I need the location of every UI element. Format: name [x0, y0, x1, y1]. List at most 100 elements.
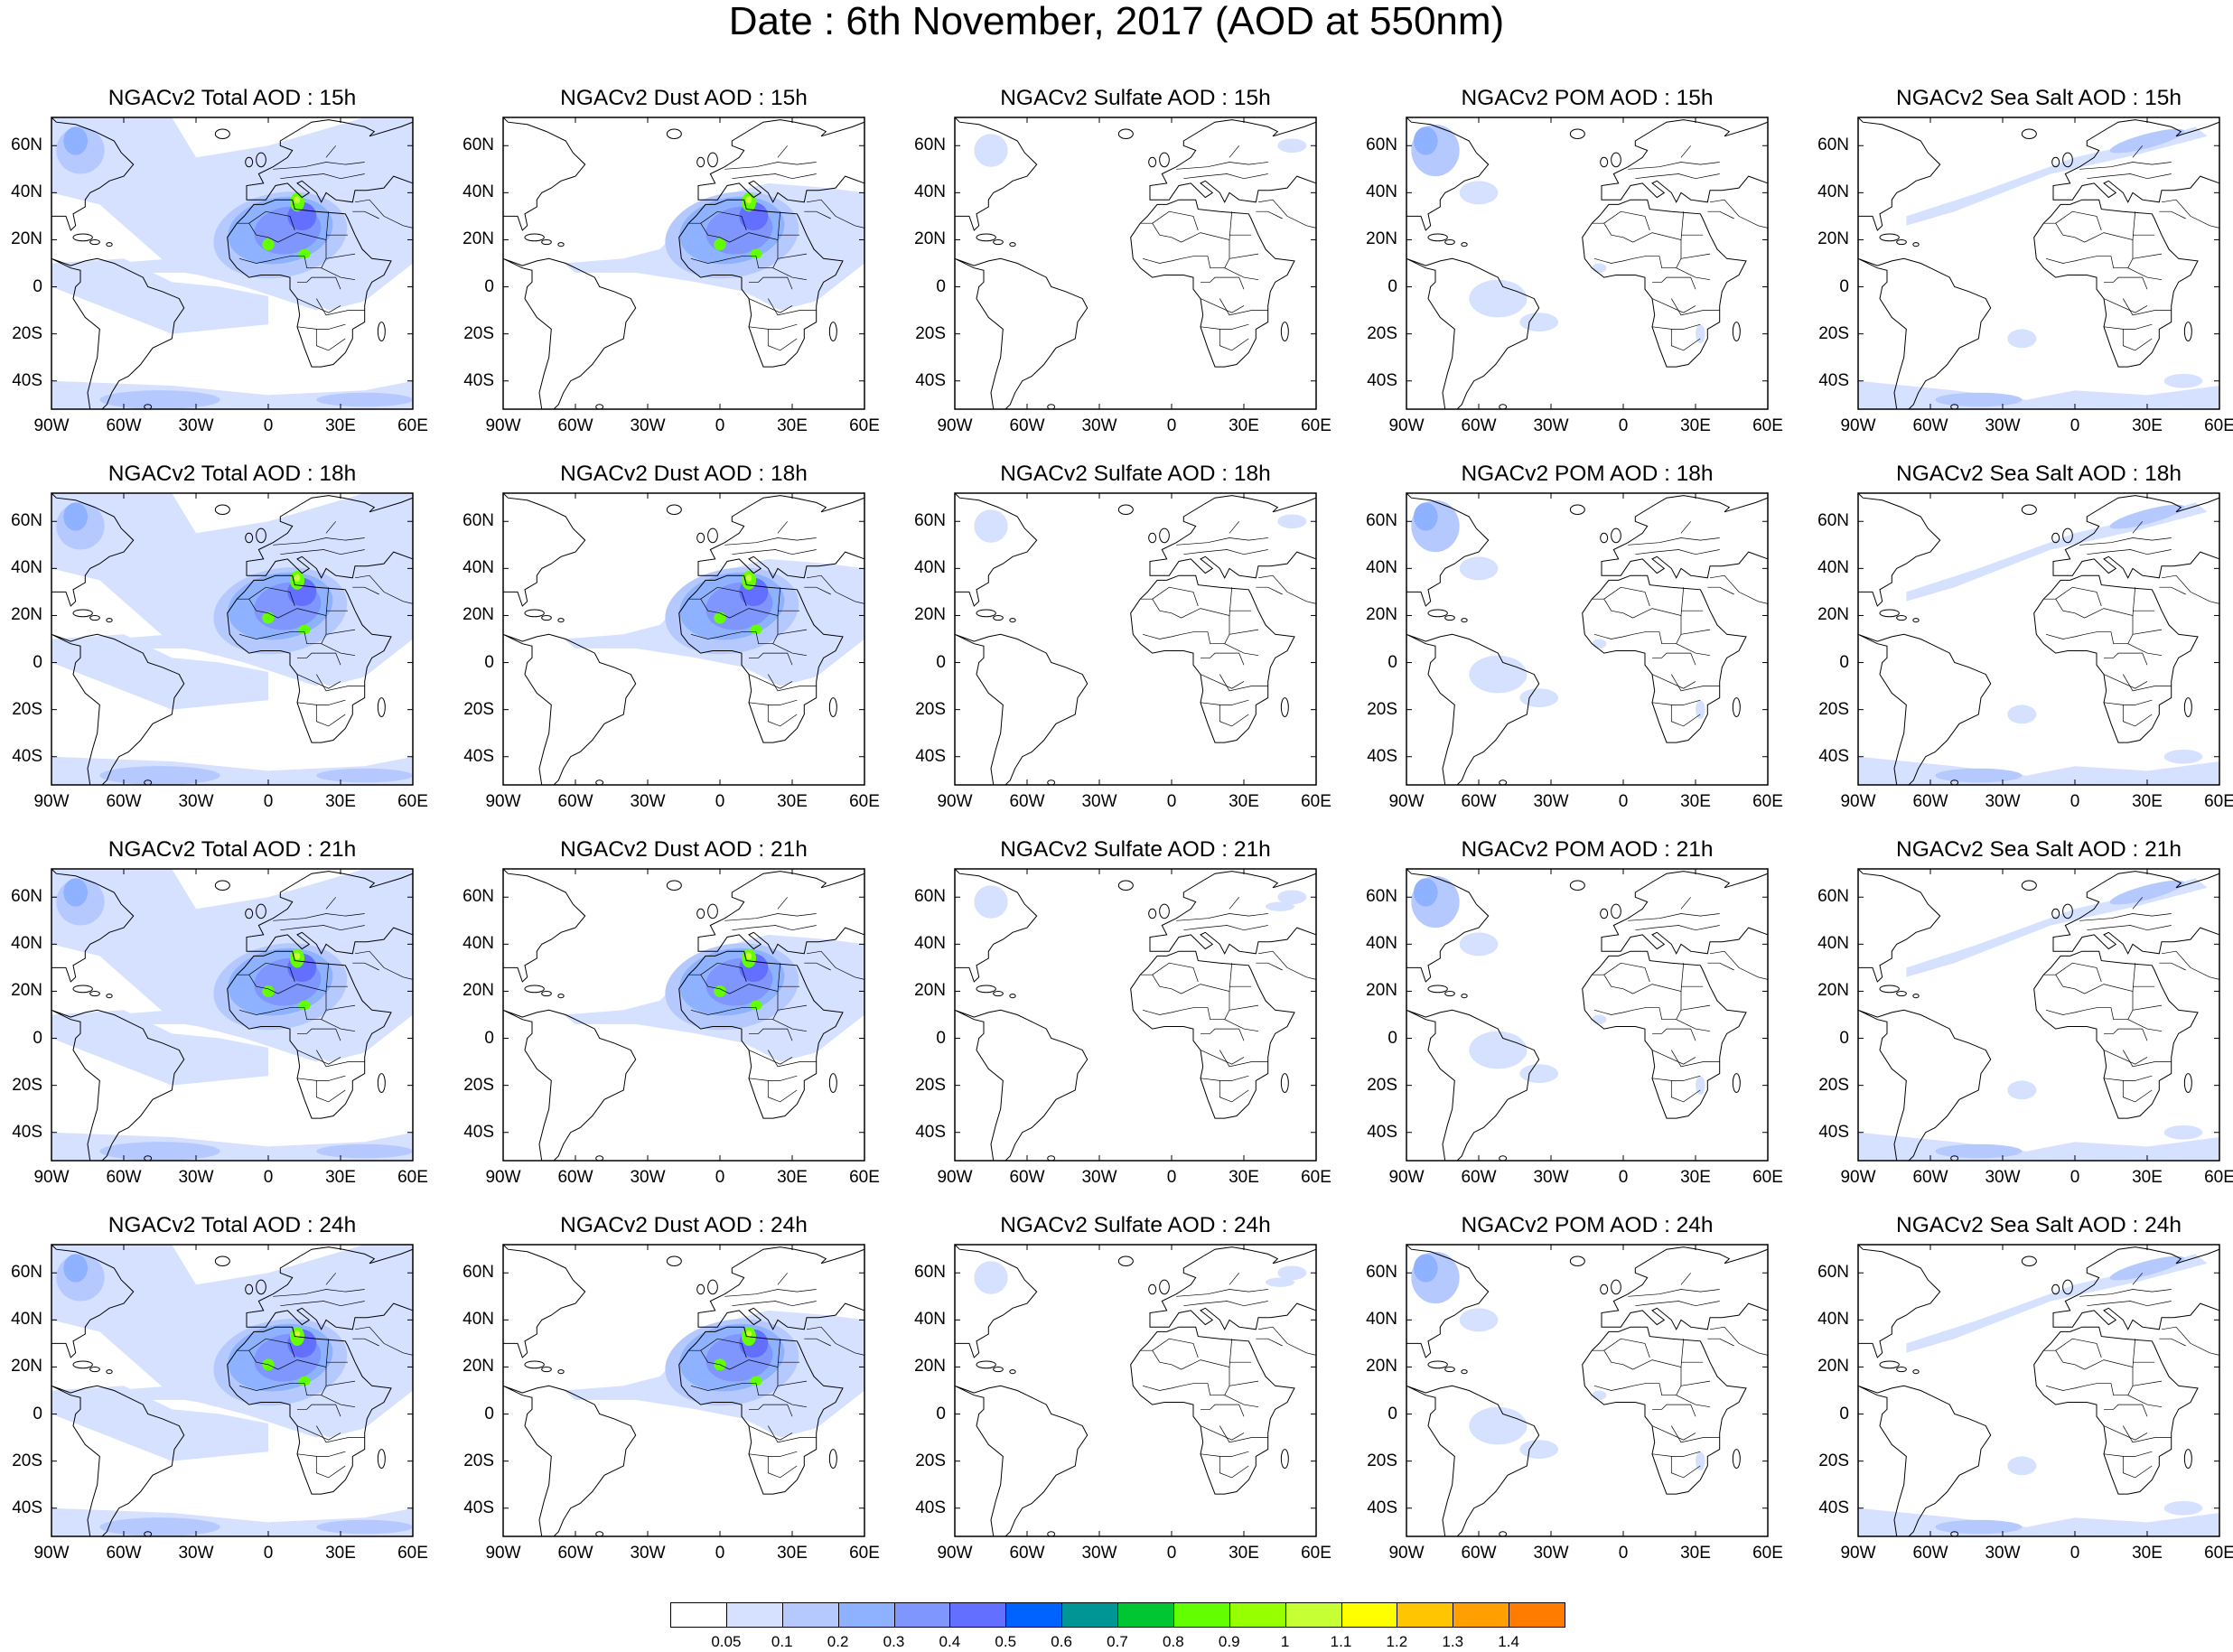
lon-tick-label: 60W: [557, 416, 593, 435]
lon-tick-label: 30E: [325, 416, 356, 435]
legend-swatch: [1285, 1602, 1342, 1628]
lat-tick-label: 40N: [914, 934, 946, 954]
lon-tick-label: 30E: [1680, 1544, 1711, 1563]
lat-tick-label: 0: [484, 276, 494, 296]
lat-tick-label: 40N: [1817, 558, 1849, 578]
lon-tick-label: 60E: [849, 1544, 880, 1563]
coastlines: [51, 493, 413, 785]
lat-tick-label: 0: [1839, 652, 1849, 672]
panel-title: NGACv2 POM AOD : 15h: [1461, 86, 1714, 110]
panel-title: NGACv2 Dust AOD : 18h: [560, 462, 808, 486]
map-frame: [51, 117, 414, 410]
lon-tick-label: 30W: [1533, 1168, 1569, 1187]
legend-swatch: [1453, 1602, 1510, 1628]
aod-field: [563, 558, 864, 686]
panel-title: NGACv2 Dust AOD : 24h: [560, 1213, 808, 1237]
map-panel: NGACv2 Sulfate AOD : 18h 90W 60W 30W 0 30E 60E…: [914, 461, 1406, 836]
panel-title: NGACv2 Sea Salt AOD : 21h: [1896, 837, 2182, 862]
map-frame: [502, 1244, 865, 1537]
lat-tick-label: 60N: [914, 135, 946, 155]
map-panel: NGACv2 Total AOD : 24h 90W 60W 30W 0 30E 60E 60…: [11, 1212, 503, 1588]
map-frame: [954, 117, 1317, 410]
aod-map: [502, 868, 865, 1162]
lon-tick-label: 30W: [1533, 792, 1569, 811]
aod-field: [1858, 1254, 2219, 1536]
lat-tick-label: 60N: [462, 511, 494, 531]
lat-tick-label: 0: [936, 276, 946, 296]
lon-tick-label: 0: [2069, 416, 2080, 435]
lon-tick-label: 30E: [1680, 792, 1711, 811]
legend-swatch: [1509, 1602, 1565, 1628]
map-panel: NGACv2 POM AOD : 18h 90W 60W 30W 0 30E 60E 60N 4…: [1366, 461, 1858, 836]
lon-tick-label: 90W: [1388, 1544, 1425, 1563]
map-panel: NGACv2 POM AOD : 24h 90W 60W 30W 0 30E 60E 60N 4…: [1366, 1212, 1858, 1588]
lon-tick-label: 60E: [1301, 416, 1331, 435]
lon-tick-label: 30W: [1985, 1544, 2021, 1563]
lat-tick-label: 20S: [915, 323, 946, 343]
lon-tick-label: 60E: [2204, 416, 2233, 435]
map-frame: [954, 1244, 1317, 1537]
aod-field: [51, 1245, 413, 1536]
lat-tick-label: 40S: [12, 746, 42, 766]
lon-tick-label: 0: [1166, 1544, 1177, 1563]
legend-swatch: [1397, 1602, 1454, 1628]
lat-tick-label: 40N: [462, 934, 494, 954]
panel-title: NGACv2 POM AOD : 21h: [1461, 837, 1714, 862]
lat-tick-label: 60N: [11, 511, 42, 531]
legend-label: 0.9: [1218, 1633, 1240, 1650]
lon-tick-label: 90W: [1840, 792, 1876, 811]
lon-tick-label: 60E: [1752, 1544, 1783, 1563]
lon-tick-label: 60E: [849, 1168, 880, 1187]
lat-tick-label: 40S: [915, 746, 946, 766]
lon-tick-label: 90W: [33, 1544, 70, 1563]
lon-tick-label: 30W: [178, 1168, 214, 1187]
lon-tick-label: 30W: [1081, 1168, 1117, 1187]
lon-tick-label: 90W: [1388, 416, 1425, 435]
aod-field: [51, 117, 413, 409]
lon-tick-label: 90W: [485, 1544, 521, 1563]
lat-tick-label: 20S: [1818, 1451, 1849, 1470]
lat-tick-label: 20N: [1817, 1357, 1849, 1377]
lat-tick-label: 60N: [1366, 135, 1397, 155]
lat-tick-label: 40S: [12, 1498, 42, 1517]
aod-map: [51, 492, 414, 786]
aod-field: [974, 1261, 1307, 1294]
map-panel: NGACv2 Total AOD : 18h 90W 60W 30W 0 30E 60E 60…: [11, 461, 503, 836]
lat-tick-label: 0: [1387, 1404, 1397, 1423]
lat-tick-label: 40S: [1818, 370, 1849, 390]
panel-title: NGACv2 Total AOD : 21h: [107, 837, 357, 862]
lat-tick-label: 20N: [11, 1357, 42, 1377]
aod-field: [1411, 499, 1705, 720]
panel-title: NGACv2 Sea Salt AOD : 15h: [1896, 86, 2182, 110]
lon-tick-label: 60E: [1301, 1168, 1331, 1187]
legend-swatch: [781, 1602, 839, 1628]
lon-tick-label: 30E: [1229, 416, 1259, 435]
panel-title: NGACv2 Total AOD : 18h: [107, 462, 357, 486]
lon-tick-label: 0: [1166, 1168, 1177, 1187]
lon-tick-label: 60W: [106, 1544, 142, 1563]
lon-tick-label: 30E: [1680, 1168, 1711, 1187]
map-frame: [1406, 492, 1769, 786]
lon-tick-label: 30W: [1081, 416, 1117, 435]
lon-tick-label: 30E: [777, 416, 808, 435]
lon-tick-label: 30E: [325, 792, 356, 811]
lat-tick-label: 60N: [914, 511, 946, 531]
lon-tick-label: 90W: [485, 792, 521, 811]
panel-title: NGACv2 Dust AOD : 21h: [560, 837, 808, 862]
lat-tick-label: 40S: [12, 1122, 42, 1142]
lon-tick-label: 60W: [1912, 1544, 1948, 1563]
coastlines: [1406, 493, 1768, 785]
lon-tick-label: 30E: [2132, 1544, 2163, 1563]
lon-tick-label: 30E: [1229, 1544, 1259, 1563]
lat-tick-label: 40S: [463, 370, 494, 390]
legend-label: 1.1: [1330, 1633, 1352, 1650]
lon-tick-label: 0: [263, 1544, 274, 1563]
lon-tick-label: 60E: [397, 792, 428, 811]
aod-map: [1406, 868, 1769, 1162]
aod-field: [1858, 126, 2219, 409]
panel-title: NGACv2 POM AOD : 24h: [1461, 1213, 1714, 1237]
lon-tick-label: 30E: [2132, 1168, 2163, 1187]
lat-tick-label: 0: [1387, 276, 1397, 296]
lat-tick-label: 40N: [1817, 182, 1849, 202]
lat-tick-label: 40N: [462, 558, 494, 578]
